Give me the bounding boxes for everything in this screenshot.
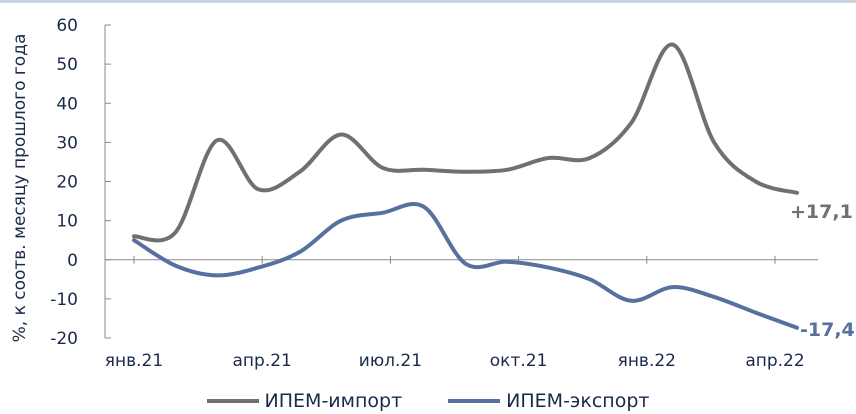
top-border [0, 0, 856, 3]
line-chart: -20 -10 0 10 20 30 40 50 60 янв.21 апр.21 июл.21 окт… [10, 16, 855, 371]
legend-label-export: ИПЕМ-экспорт [506, 390, 650, 412]
y-tick-label: 60 [56, 16, 78, 36]
x-tick-label: окт.21 [490, 351, 548, 371]
legend-item-import: ИПЕМ-импорт [206, 390, 403, 412]
chart-legend: ИПЕМ-импорт ИПЕМ-экспорт [0, 388, 856, 414]
end-value-label-import: +17,1 [790, 201, 853, 223]
legend-swatch-import [206, 399, 259, 403]
series-line-import [132, 42, 799, 243]
legend-swatch-export [448, 399, 501, 403]
legend-label-import: ИПЕМ-импорт [264, 390, 403, 412]
x-tick-label: апр.21 [233, 351, 292, 371]
x-tick-label: янв.21 [105, 351, 163, 371]
y-tick-label: 0 [67, 251, 78, 271]
y-tick-label: -20 [50, 329, 78, 349]
x-tick-label: июл.21 [359, 351, 422, 371]
legend-item-export: ИПЕМ-экспорт [448, 390, 649, 412]
y-tick-label: 40 [56, 94, 78, 114]
y-tick-label: -10 [50, 290, 78, 310]
x-tick-label: апр.22 [745, 351, 804, 371]
y-tick-label: 10 [56, 212, 78, 232]
y-tick-label: 30 [56, 133, 78, 153]
y-tick-label: 20 [56, 173, 78, 193]
y-axis-title: %, к соотв. месяцу прошлого года [10, 34, 30, 343]
series-line-export [132, 201, 799, 330]
y-tick-label: 50 [56, 55, 78, 75]
x-tick-label: янв.22 [618, 351, 676, 371]
end-value-label-export: -17,4 [800, 319, 855, 341]
